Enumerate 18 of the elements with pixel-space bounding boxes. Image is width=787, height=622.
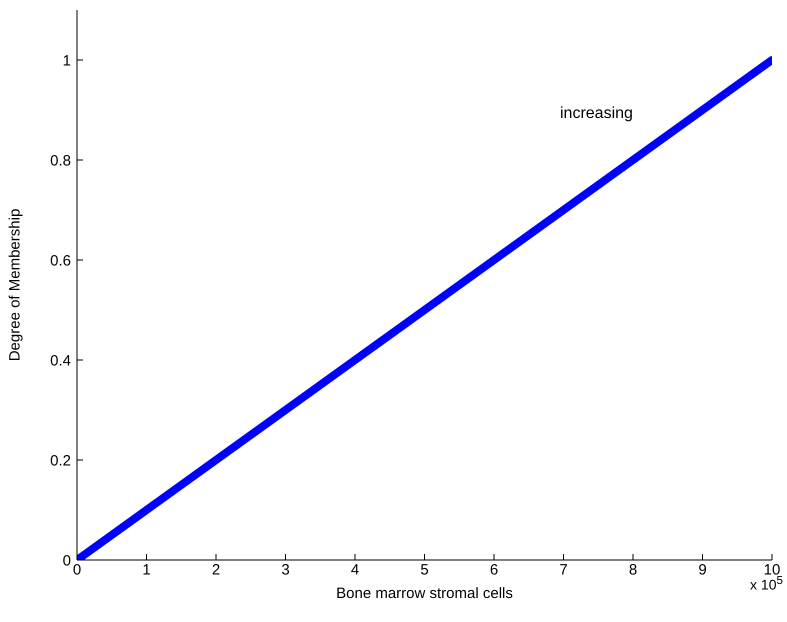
y-tick-label: 0.6 [50,252,71,270]
x-tick-label: 7 [559,562,568,579]
x-tick-label: 9 [698,562,707,579]
text: x 10$^{5}$ [750,574,783,593]
y-tick-label: 1 [62,52,71,70]
y-tick-label: 0.8 [50,152,71,170]
x-axis-title: Bone marrow stromal cells [336,585,513,602]
x-tick-label: 1 [142,562,151,579]
y-tick-label: 0.4 [50,352,71,370]
x-tick-label: 2 [212,562,220,579]
y-axis-title: Degree of Membership [6,208,24,362]
x-tick-label: 4 [350,562,360,579]
x-tick-label: 3 [281,562,290,579]
annotation: increasing [560,105,633,123]
x-tick-label: 5 [420,562,429,579]
x-tick-label: 8 [628,562,638,579]
y-tick-label: 0.2 [50,452,71,470]
x-tick-label: 6 [490,562,498,579]
